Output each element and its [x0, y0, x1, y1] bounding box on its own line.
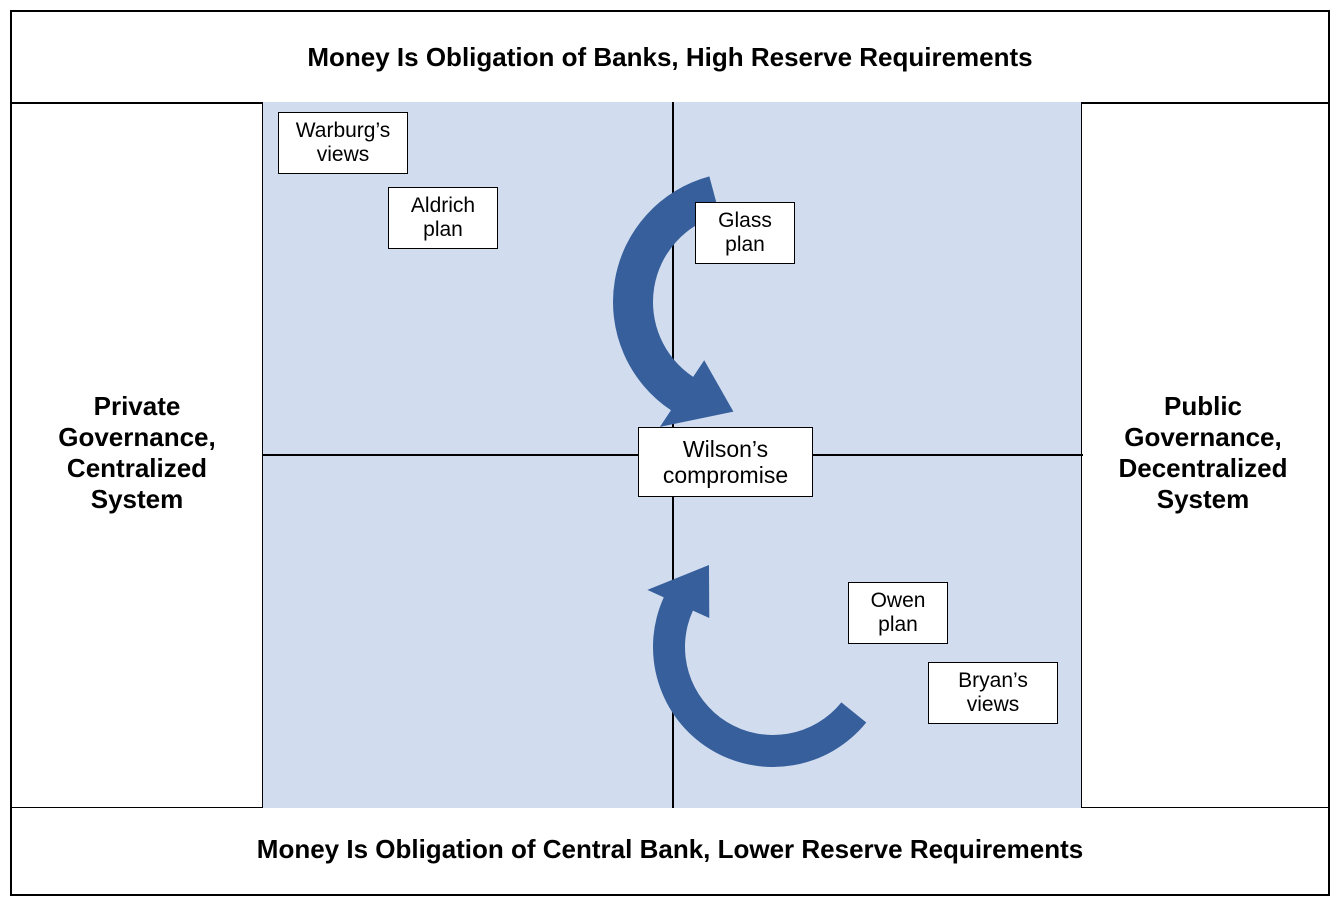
node-label: Owen plan — [855, 589, 941, 637]
node-label: Glass plan — [702, 209, 788, 257]
axis-label-right-text: Public Governance, Decentralized System — [1088, 391, 1318, 515]
node-wilson: Wilson’s compromise — [638, 427, 813, 497]
node-label: Aldrich plan — [395, 194, 491, 242]
quadrant-area: Warburg’s views Aldrich plan Glass plan … — [262, 102, 1082, 808]
node-label: Warburg’s views — [285, 119, 401, 167]
axis-label-top-text: Money Is Obligation of Banks, High Reser… — [307, 42, 1032, 72]
node-aldrich: Aldrich plan — [388, 187, 498, 249]
node-bryan: Bryan’s views — [928, 662, 1058, 724]
axis-label-right: Public Governance, Decentralized System — [1078, 12, 1328, 894]
node-warburg: Warburg’s views — [278, 112, 408, 174]
node-label: Wilson’s compromise — [645, 436, 806, 489]
axis-label-bottom-text: Money Is Obligation of Central Bank, Low… — [257, 834, 1083, 864]
axis-label-left: Private Governance, Centralized System — [12, 12, 262, 894]
diagram-frame: Money Is Obligation of Banks, High Reser… — [10, 10, 1330, 896]
node-glass: Glass plan — [695, 202, 795, 264]
axis-label-left-text: Private Governance, Centralized System — [32, 391, 242, 515]
node-owen: Owen plan — [848, 582, 948, 644]
node-label: Bryan’s views — [935, 669, 1051, 717]
